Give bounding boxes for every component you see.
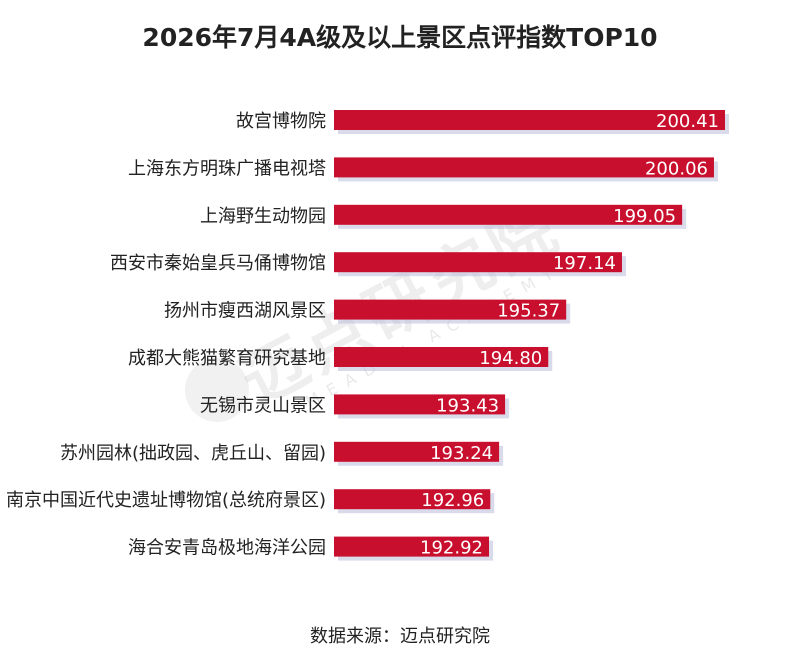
bar [334, 157, 714, 178]
category-label: 成都大熊猫繁育研究基地 [128, 348, 326, 369]
bar [334, 110, 725, 130]
category-label: 扬州市瘦西湖风景区 [164, 301, 326, 322]
category-label: 故宫博物院 [236, 111, 326, 132]
category-label: 南京中国近代史遗址博物馆(总统府景区) [6, 490, 326, 511]
data-source: 数据来源：迈点研究院 [310, 626, 490, 647]
value-label: 194.80 [479, 348, 542, 369]
value-label: 195.37 [497, 301, 560, 322]
bar [334, 394, 506, 415]
bar [334, 252, 622, 273]
category-label: 上海野生动物园 [200, 206, 326, 227]
value-label: 200.41 [656, 111, 719, 132]
category-label: 苏州园林(拙政园、虎丘山、留园) [60, 443, 326, 464]
value-label: 192.96 [421, 490, 484, 511]
bar [334, 347, 549, 367]
value-label: 192.92 [420, 538, 483, 559]
value-label: 197.14 [553, 253, 616, 274]
category-label: 西安市秦始皇兵马俑博物馆 [110, 253, 326, 274]
category-label: 无锡市灵山景区 [200, 395, 326, 416]
bar [334, 536, 490, 557]
bar [334, 299, 567, 320]
bar [334, 204, 683, 225]
bar [334, 441, 500, 462]
value-label: 193.43 [436, 395, 499, 416]
value-label: 193.24 [430, 443, 493, 464]
bar [334, 489, 491, 510]
category-label: 上海东方明珠广播电视塔 [128, 158, 326, 179]
chart-title: 2026年7月4A级及以上景区点评指数TOP10 [142, 23, 658, 52]
value-label: 199.05 [613, 206, 676, 227]
value-label: 200.06 [645, 158, 708, 179]
category-label: 海合安青岛极地海洋公园 [128, 538, 326, 559]
